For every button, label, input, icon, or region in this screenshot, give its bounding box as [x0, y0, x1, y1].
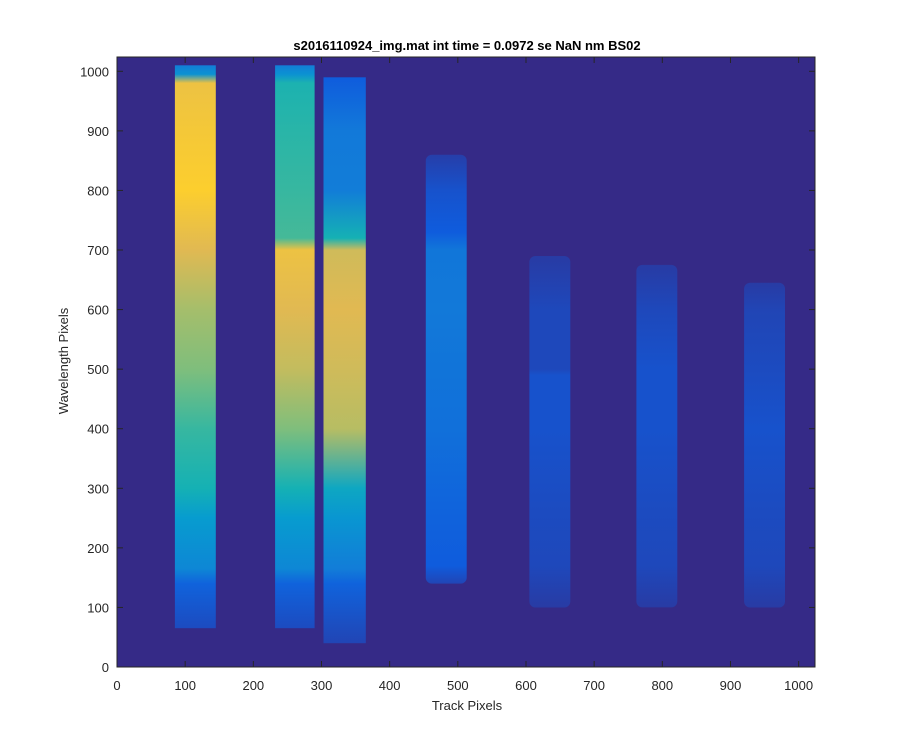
chart-title: s2016110924_img.mat int time = 0.0972 se… — [293, 38, 640, 53]
x-tick-label: 700 — [583, 678, 605, 693]
x-axis: 0 100 200 300 400 500 600 700 800 900 1000 — [113, 57, 813, 693]
y-tick-label: 1000 — [80, 64, 109, 79]
spectral-track — [744, 282, 785, 608]
y-tick-label: 0 — [102, 660, 109, 675]
x-tick-label: 100 — [174, 678, 196, 693]
y-tick-label: 500 — [87, 362, 109, 377]
spectral-track — [174, 65, 216, 629]
plot-area — [116, 56, 816, 668]
plot-frame — [116, 56, 816, 668]
x-tick-label: 200 — [242, 678, 264, 693]
y-axis-label: Wavelength Pixels — [56, 307, 71, 414]
x-tick-label: 900 — [720, 678, 742, 693]
y-tick-label: 400 — [87, 422, 109, 437]
y-axis: 0 100 200 300 400 500 600 700 800 900 1000 — [80, 64, 815, 675]
y-tick-label: 600 — [87, 303, 109, 318]
spectral-track — [323, 77, 366, 644]
spectral-track — [425, 154, 467, 584]
x-tick-label: 500 — [447, 678, 469, 693]
y-tick-label: 200 — [87, 541, 109, 556]
x-tick-label: 800 — [651, 678, 673, 693]
x-tick-label: 600 — [515, 678, 537, 693]
y-tick-label: 900 — [87, 124, 109, 139]
x-tick-label: 1000 — [784, 678, 813, 693]
x-tick-label: 400 — [379, 678, 401, 693]
spectral-tracks — [174, 65, 785, 644]
spectral-track — [529, 256, 571, 608]
x-tick-label: 300 — [311, 678, 333, 693]
y-tick-label: 800 — [87, 183, 109, 198]
y-tick-label: 300 — [87, 481, 109, 496]
spectral-track — [275, 65, 315, 629]
y-tick-label: 100 — [87, 600, 109, 615]
spectral-track — [636, 264, 678, 608]
y-tick-label: 700 — [87, 243, 109, 258]
x-axis-label: Track Pixels — [432, 698, 503, 713]
x-tick-label: 0 — [113, 678, 120, 693]
